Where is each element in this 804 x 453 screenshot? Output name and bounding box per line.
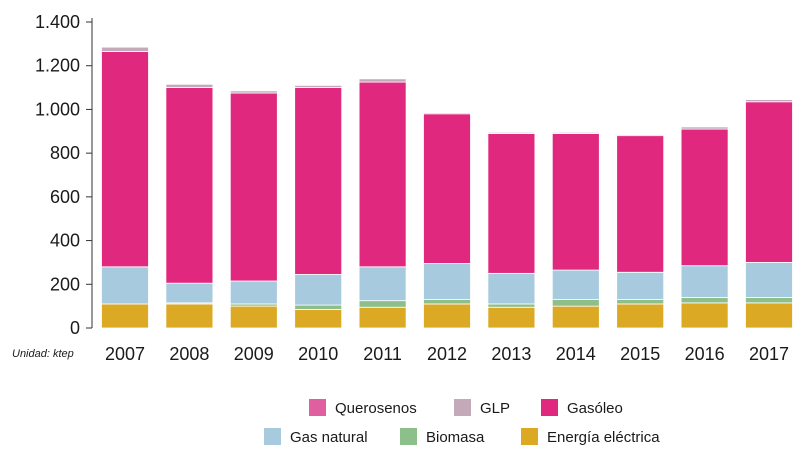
y-tick-label: 400 — [50, 231, 80, 251]
bar-segment — [487, 131, 536, 134]
legend-label: GLP — [480, 400, 510, 417]
y-tick-label: 800 — [50, 143, 80, 163]
y-axis: 0 200 400 600 800 1.000 1.200 1.400 — [35, 12, 93, 338]
legend-swatch — [309, 399, 326, 416]
bar-segment — [294, 274, 343, 306]
bar-segment — [101, 51, 149, 268]
bar-segment — [551, 131, 600, 134]
bar-segment — [745, 262, 793, 298]
bar-segment — [165, 303, 214, 329]
bar-segment — [745, 99, 793, 103]
y-tick-label: 600 — [50, 187, 80, 207]
bar-segment — [101, 46, 149, 52]
bar-segment — [616, 303, 665, 329]
bar-segment — [165, 282, 214, 304]
unit-label: Unidad: ktep — [12, 348, 74, 360]
bar-segment — [487, 306, 536, 329]
legend-label: Gas natural — [290, 429, 368, 446]
bar-segment — [358, 78, 407, 83]
legend-item: GLP — [454, 399, 510, 417]
legend-swatch — [454, 399, 471, 416]
bar-segment — [616, 134, 665, 137]
bar-segment — [294, 87, 343, 275]
bar-segment — [616, 271, 665, 300]
legend: Querosenos GLP Gasóleo Gas natural Biomasa En… — [264, 399, 660, 446]
bar-segment — [423, 303, 471, 329]
x-tick-label: 2010 — [298, 344, 338, 364]
bar-segment — [551, 133, 600, 271]
bar-segment — [423, 113, 471, 264]
bar-segment — [487, 133, 536, 274]
legend-item: Energía eléctrica — [521, 428, 660, 446]
x-tick-label: 2008 — [169, 344, 209, 364]
bar-segment — [229, 280, 278, 305]
bar-segment — [680, 296, 729, 304]
legend-label: Energía eléctrica — [547, 429, 660, 446]
y-tick-label: 0 — [70, 318, 80, 338]
x-tick-label: 2009 — [234, 344, 274, 364]
bar-segment — [680, 265, 729, 298]
bar-segment — [101, 266, 149, 305]
bar-segment — [487, 303, 536, 308]
bar-segment — [229, 92, 278, 282]
legend-swatch — [264, 428, 281, 445]
x-axis-labels: 2007 2008 2009 2010 2011 2012 2013 2014 2015 2016… — [105, 344, 789, 364]
y-tick-label: 200 — [50, 274, 80, 294]
x-tick-label: 2017 — [749, 344, 789, 364]
legend-label: Gasóleo — [567, 400, 623, 417]
bar-segment — [616, 135, 665, 273]
bar-segment — [423, 112, 471, 115]
x-tick-label: 2015 — [620, 344, 660, 364]
bar-segment — [101, 303, 149, 329]
bar-segment — [165, 87, 214, 284]
legend-item: Biomasa — [400, 428, 485, 446]
x-tick-label: 2014 — [556, 344, 596, 364]
bar-segment — [165, 83, 214, 88]
bars — [101, 46, 793, 329]
bar-segment — [551, 299, 600, 307]
bar-segment — [745, 101, 793, 263]
bar-segment — [358, 266, 407, 302]
legend-swatch — [400, 428, 417, 445]
bar-segment — [358, 306, 407, 329]
legend-item: Querosenos — [309, 399, 417, 417]
bar-segment — [294, 84, 343, 88]
bar-segment — [229, 305, 278, 329]
legend-label: Biomasa — [426, 429, 485, 446]
x-tick-label: 2011 — [363, 344, 402, 364]
legend-label: Querosenos — [335, 400, 417, 417]
legend-swatch — [521, 428, 538, 445]
bar-segment — [745, 302, 793, 329]
x-tick-label: 2013 — [491, 344, 531, 364]
bar-segment — [423, 263, 471, 300]
bar-segment — [358, 300, 407, 308]
bar-segment — [551, 305, 600, 329]
bar-segment — [423, 299, 471, 305]
x-tick-label: 2012 — [427, 344, 467, 364]
bar-segment — [294, 309, 343, 329]
y-tick-label: 1.000 — [35, 99, 80, 119]
bar-segment — [680, 302, 729, 329]
x-tick-label: 2007 — [105, 344, 145, 364]
bar-segment — [358, 81, 407, 268]
bar-segment — [551, 269, 600, 300]
legend-swatch — [541, 399, 558, 416]
legend-item: Gas natural — [264, 428, 368, 446]
bar-segment — [487, 272, 536, 305]
bar-segment — [294, 304, 343, 310]
bar-segment — [680, 128, 729, 267]
y-tick-label: 1.200 — [35, 56, 80, 76]
y-tick-label: 1.400 — [35, 12, 80, 32]
bar-segment — [745, 296, 793, 304]
bar-segment — [229, 90, 278, 94]
bar-segment — [680, 126, 729, 130]
x-tick-label: 2016 — [685, 344, 725, 364]
legend-item: Gasóleo — [541, 399, 623, 417]
bar-segment — [616, 299, 665, 305]
